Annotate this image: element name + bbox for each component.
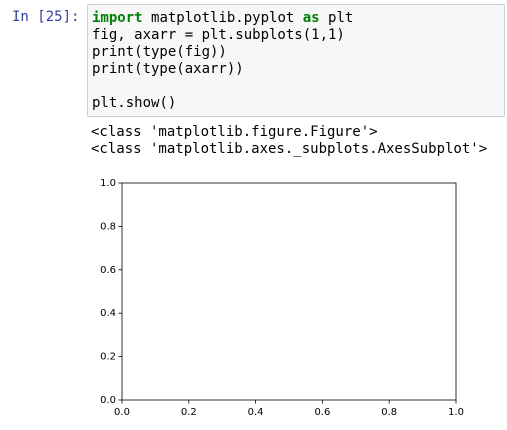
chart: 0.0 0.2 0.4 0.6 0.8 1.0 0.0 0.2 0.4 0.6 0.8 1.0 bbox=[100, 178, 464, 418]
code-token: fig, axarr = plt.subplots(1,1) bbox=[92, 27, 345, 43]
code-token: plt bbox=[328, 10, 354, 26]
y-tick-label: 0.0 bbox=[100, 395, 116, 406]
y-tick-label: 1.0 bbox=[100, 178, 116, 189]
output-line: <class 'matplotlib.axes._subplots.AxesSu… bbox=[91, 141, 488, 157]
keyword: import bbox=[92, 10, 143, 26]
x-tick-label: 0.6 bbox=[314, 407, 330, 418]
x-tick-label: 0.8 bbox=[381, 407, 397, 418]
output-line: <class 'matplotlib.figure.Figure'> bbox=[91, 124, 378, 140]
code-line: print(type(fig)) bbox=[92, 44, 500, 61]
x-tick-label: 0.2 bbox=[181, 407, 197, 418]
code-token: print(type(axarr)) bbox=[92, 61, 244, 77]
keyword: as bbox=[302, 10, 320, 26]
x-tick-label: 1.0 bbox=[448, 407, 464, 418]
code-line: fig, axarr = plt.subplots(1,1) bbox=[92, 27, 500, 44]
x-tick-label: 0.4 bbox=[248, 407, 264, 418]
code-line: print(type(axarr)) bbox=[92, 61, 500, 78]
axes-frame bbox=[121, 182, 457, 401]
code-cell[interactable]: import matplotlib.pyplot as plt fig, axar… bbox=[87, 4, 505, 117]
x-tick-label: 0.0 bbox=[114, 407, 130, 418]
code-line: plt.show() bbox=[92, 95, 500, 112]
cell-output: <class 'matplotlib.figure.Figure'> <class… bbox=[91, 124, 487, 158]
y-tick-label: 0.6 bbox=[100, 265, 116, 276]
code-token: plt.show() bbox=[92, 95, 177, 111]
y-tick-label: 0.4 bbox=[100, 308, 116, 319]
code-token: matplotlib.pyplot bbox=[151, 10, 295, 26]
y-tick-label: 0.2 bbox=[100, 352, 116, 363]
y-tick-label: 0.8 bbox=[100, 221, 116, 232]
code-line: import matplotlib.pyplot as plt bbox=[92, 10, 500, 27]
cell-prompt: In [25]: bbox=[12, 9, 80, 25]
code-token: print(type(fig)) bbox=[92, 44, 227, 60]
